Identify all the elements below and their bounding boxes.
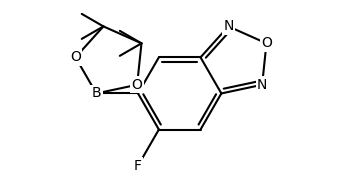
Text: B: B [92, 86, 101, 100]
Text: O: O [261, 36, 272, 50]
Text: O: O [132, 78, 143, 92]
Text: F: F [134, 159, 142, 173]
Text: N: N [257, 78, 267, 92]
Text: O: O [70, 50, 81, 64]
Text: N: N [223, 19, 234, 33]
